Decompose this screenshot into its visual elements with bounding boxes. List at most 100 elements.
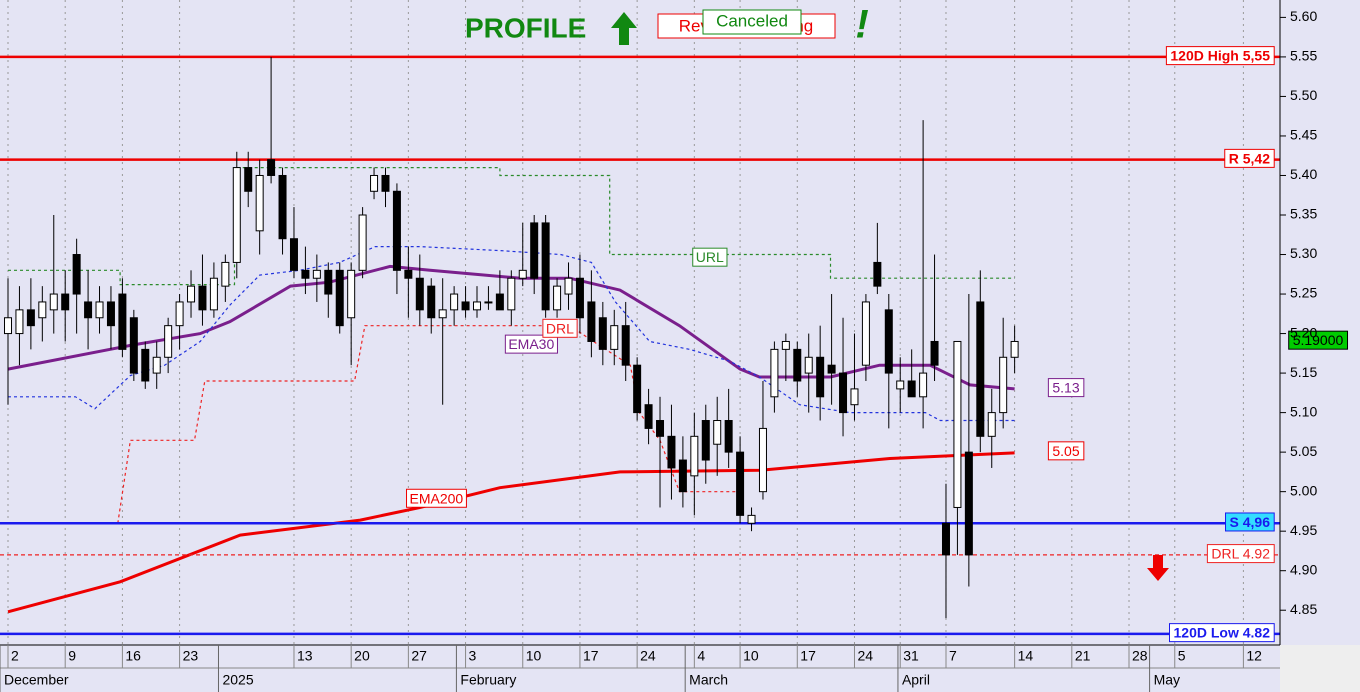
- level-label: 120D Low 4.82: [1174, 625, 1271, 641]
- y-tick-label: 5.55: [1290, 48, 1317, 64]
- month-label: February: [460, 672, 516, 688]
- line-label-box: [504, 334, 558, 354]
- candle-body: [941, 522, 950, 556]
- x-tick-label: 20: [354, 648, 370, 664]
- y-tick-label: 5.40: [1290, 166, 1317, 182]
- candle-body: [438, 309, 447, 319]
- candle-body: [953, 340, 962, 508]
- badge: !: [855, 3, 868, 47]
- candle-body: [278, 174, 287, 240]
- line-label: EMA30: [508, 336, 554, 352]
- y-tick-label: 5.25: [1290, 285, 1317, 301]
- candle-body: [541, 222, 550, 311]
- candle-body: [976, 301, 985, 437]
- candle-body: [839, 372, 848, 414]
- x-tick-label: 16: [125, 648, 141, 664]
- candle-body: [244, 167, 253, 192]
- corner: [1280, 645, 1360, 692]
- candle-body: [95, 301, 104, 319]
- x-tick-label: 13: [297, 648, 313, 664]
- candle-body: [450, 293, 459, 311]
- level-label-box: [1165, 46, 1275, 66]
- x-tick-label: 17: [800, 648, 816, 664]
- candle-body: [209, 277, 218, 311]
- y-tick-label: 5.05: [1290, 443, 1317, 459]
- candles-layer: [4, 56, 1019, 619]
- candle-body: [861, 301, 870, 366]
- candle-body: [598, 317, 607, 350]
- level-label: R 5,42: [1229, 150, 1270, 166]
- month-label: 2025: [222, 672, 253, 688]
- candle-body: [15, 309, 24, 335]
- candle-body: [701, 420, 710, 461]
- y-tick-label: 5.50: [1290, 87, 1317, 103]
- candle-body: [141, 348, 150, 382]
- candle-body: [633, 364, 642, 414]
- candle-body: [564, 277, 573, 295]
- labels-layer: EMA30 EMA200 URL DRL 120D High 5,55 R 5,42 S 4…: [406, 46, 1349, 643]
- candle-body: [907, 380, 916, 398]
- price-label-box: [1047, 378, 1085, 398]
- x-tick-label: 12: [1246, 648, 1262, 664]
- indicator-line: [8, 246, 1015, 422]
- price-label: 5.13: [1052, 380, 1079, 396]
- candle-body: [358, 214, 367, 271]
- x-tick-label: 14: [1018, 648, 1034, 664]
- y-tick-label: 4.85: [1290, 601, 1317, 617]
- y-tick-label: 5.60: [1290, 8, 1317, 24]
- level-label: DRL 4.92: [1211, 546, 1270, 562]
- candle-body: [987, 412, 996, 437]
- candle-body: [404, 269, 413, 279]
- line-label-box: [542, 318, 578, 338]
- candle-body: [381, 174, 390, 192]
- candle-body: [770, 348, 779, 398]
- level-label-box: [1225, 512, 1275, 532]
- candle-body: [873, 261, 882, 287]
- month-label: December: [4, 672, 69, 688]
- candle-body: [1010, 340, 1019, 358]
- badge: Canceled: [716, 11, 788, 30]
- candle-body: [553, 285, 562, 311]
- line-label: URL: [696, 249, 724, 265]
- level-label-box: [1169, 623, 1275, 643]
- candle-body: [232, 167, 241, 263]
- candle-body: [415, 277, 424, 311]
- candle-body: [49, 293, 58, 311]
- candle-body: [427, 285, 436, 319]
- candle-body: [472, 301, 481, 311]
- candle-body: [644, 404, 653, 429]
- month-label: April: [902, 672, 930, 688]
- candle-body: [118, 293, 127, 350]
- candle-body: [187, 285, 196, 303]
- line-label-box: [406, 488, 467, 508]
- candle-body: [164, 325, 173, 358]
- x-tick-label: 27: [411, 648, 427, 664]
- line-label: DRL: [546, 320, 574, 336]
- y-tick-label: 4.95: [1290, 522, 1317, 538]
- candle-body: [678, 459, 687, 493]
- level-label-box: [1224, 148, 1275, 168]
- indicator-line: [8, 167, 1015, 286]
- candle-body: [324, 269, 333, 295]
- candle-body: [758, 427, 767, 493]
- candle-body: [38, 301, 47, 319]
- candle-body: [129, 317, 138, 374]
- candle-body: [656, 420, 665, 437]
- candle-body: [347, 269, 356, 319]
- x-tick-label: 23: [183, 648, 199, 664]
- candle-body: [816, 356, 825, 398]
- lines-layer: [0, 55, 1280, 636]
- candle-body: [518, 269, 527, 279]
- x-tick-label: 24: [857, 648, 873, 664]
- y-tick-label: 4.90: [1290, 561, 1317, 577]
- candle-body: [495, 293, 504, 311]
- x-tick-label: 24: [640, 648, 656, 664]
- month-label: March: [689, 672, 728, 688]
- badge-box: [702, 9, 802, 35]
- candle-body: [690, 435, 699, 477]
- candle-body: [793, 348, 802, 382]
- y-tick-label: 5.00: [1290, 482, 1317, 498]
- candle-body: [255, 174, 264, 232]
- candle-body: [106, 301, 115, 327]
